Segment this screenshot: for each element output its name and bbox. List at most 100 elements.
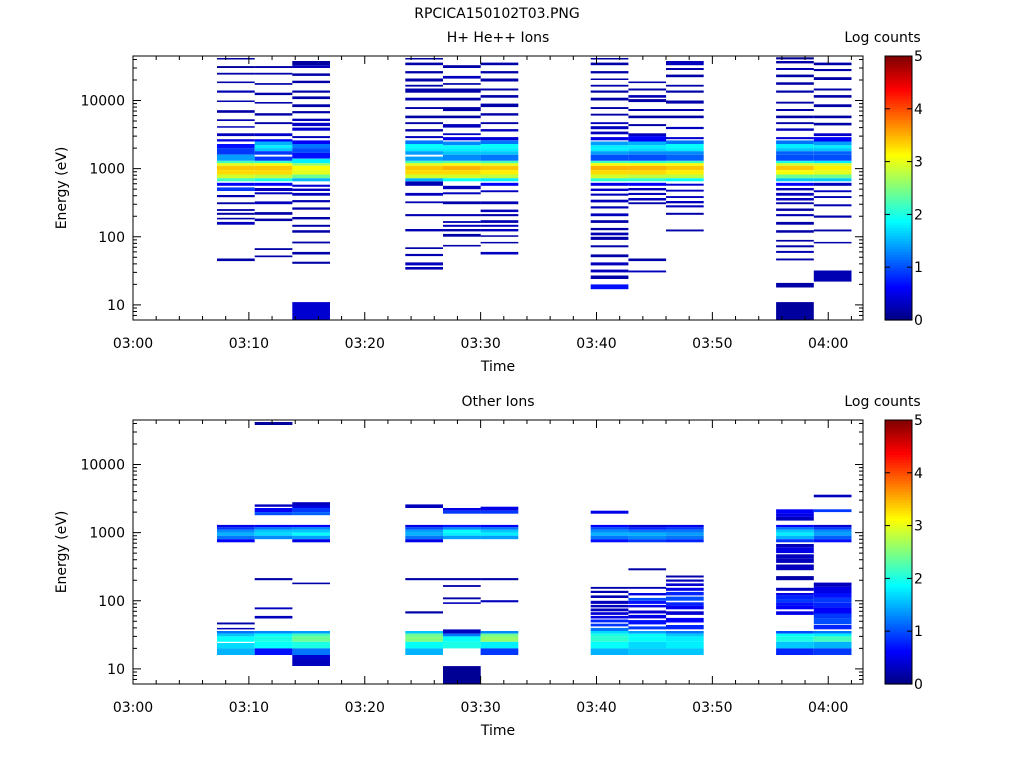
- heatmap-cell: [292, 261, 330, 264]
- heatmap-cell: [443, 178, 481, 182]
- heatmap-cell: [590, 71, 629, 74]
- heatmap-cell: [292, 188, 330, 191]
- heatmap-cell: [813, 270, 852, 282]
- heatmap-cell: [776, 529, 814, 533]
- colorbar-segment: [885, 90, 912, 94]
- colorbar-segment: [885, 87, 912, 91]
- colorbar-segment: [885, 615, 912, 619]
- colorbar-segment: [885, 565, 912, 569]
- heatmap-cell: [776, 524, 814, 528]
- colorbar-segment: [885, 441, 912, 445]
- heatmap-cell: [292, 163, 330, 166]
- heatmap-cell: [254, 122, 293, 125]
- heatmap-cell: [628, 633, 667, 637]
- heatmap-cell: [292, 529, 330, 533]
- heatmap-cell: [405, 267, 443, 270]
- heatmap-cell: [292, 641, 330, 649]
- colorbar-segment: [885, 504, 912, 508]
- heatmap-cell: [666, 539, 704, 543]
- heatmap-cell: [217, 643, 255, 649]
- heatmap-cell: [590, 284, 629, 290]
- x-tick-label: 03:00: [113, 700, 153, 716]
- heatmap-cell: [405, 163, 443, 166]
- heatmap-cell: [217, 631, 255, 634]
- heatmap-cell: [628, 568, 667, 571]
- heatmap-cell: [292, 655, 330, 659]
- colorbar: 0 1 2 3 4 5 Log counts: [844, 394, 923, 693]
- heatmap-cell: [813, 165, 852, 171]
- heatmap-cell: [590, 141, 629, 146]
- heatmap-cell: [813, 77, 852, 80]
- heatmap-cell: [776, 178, 814, 182]
- heatmap-cell: [443, 160, 481, 164]
- heatmap-cell: [292, 217, 330, 220]
- heatmap-cell: [813, 641, 852, 649]
- heatmap-cell: [217, 90, 255, 93]
- colorbar-segment: [885, 248, 912, 252]
- colorbar-segment: [885, 657, 912, 661]
- heatmap-cell: [405, 524, 443, 528]
- heatmap-cell: [217, 58, 255, 60]
- colorbar-segment: [885, 472, 912, 477]
- colorbar-segment: [885, 557, 912, 561]
- heatmap-cell: [628, 148, 667, 152]
- heatmap-cell: [217, 633, 255, 637]
- colorbar-segment: [885, 599, 912, 603]
- heatmap-cell: [590, 604, 629, 608]
- heatmap-cell: [666, 625, 704, 630]
- y-tick-label: 100: [98, 230, 125, 246]
- heatmap-cell: [628, 88, 667, 91]
- heatmap-cell: [666, 648, 704, 655]
- heatmap-cell: [813, 631, 852, 634]
- colorbar-segment: [885, 108, 912, 113]
- heatmap-cell: [443, 151, 481, 155]
- colorbar-segment: [885, 111, 912, 115]
- colorbar-segment: [885, 668, 912, 672]
- heatmap-cell: [628, 151, 667, 155]
- colorbar-segment: [885, 174, 912, 179]
- heatmap-cell: [590, 600, 629, 604]
- heatmap-cell: [480, 148, 519, 152]
- heatmap-cell: [443, 145, 481, 149]
- heatmap-cell: [666, 90, 704, 93]
- heatmap-cell: [443, 535, 481, 540]
- x-tick-label: 03:50: [692, 700, 732, 716]
- heatmap-cell: [292, 207, 330, 210]
- heatmap-cell: [776, 230, 814, 233]
- colorbar-label: Log counts: [844, 394, 920, 410]
- colorbar-segment: [885, 533, 912, 537]
- heatmap-cell: [292, 631, 330, 634]
- heatmap-cell: [628, 141, 667, 146]
- heatmap-cell: [813, 535, 852, 540]
- panel-title: H+ He++ Ions: [447, 30, 550, 46]
- heatmap-cell: [628, 136, 667, 142]
- colorbar-segment: [885, 285, 912, 289]
- heatmap-cell: [628, 115, 667, 119]
- heatmap-cell: [813, 618, 852, 625]
- heatmap-cell: [666, 535, 704, 540]
- colorbar-segment: [885, 573, 912, 577]
- colorbar-segment: [885, 85, 912, 89]
- heatmap-cell: [813, 182, 852, 186]
- colorbar-segment: [885, 596, 912, 601]
- heatmap-cell: [443, 629, 481, 634]
- heatmap-cell: [590, 193, 629, 196]
- heatmap-cell: [776, 554, 814, 559]
- x-tick-label: 03:00: [113, 336, 153, 352]
- heatmap-cell: [776, 170, 814, 175]
- heatmap-cell: [813, 509, 852, 513]
- colorbar-segment: [885, 470, 912, 474]
- colorbar-segment: [885, 304, 912, 308]
- colorbar-segment: [885, 570, 912, 574]
- heatmap-cell: [443, 524, 481, 528]
- heatmap-cell: [217, 195, 255, 198]
- heatmap-cell: [254, 182, 293, 186]
- colorbar-segment: [885, 148, 912, 152]
- colorbar-segment: [885, 61, 912, 65]
- plot-frame: [132, 55, 864, 321]
- heatmap-cell: [666, 596, 704, 601]
- heatmap-cell: [443, 141, 481, 146]
- heatmap-cell: [480, 163, 519, 166]
- heatmap-cell: [590, 232, 629, 236]
- heatmap-cell: [254, 648, 293, 655]
